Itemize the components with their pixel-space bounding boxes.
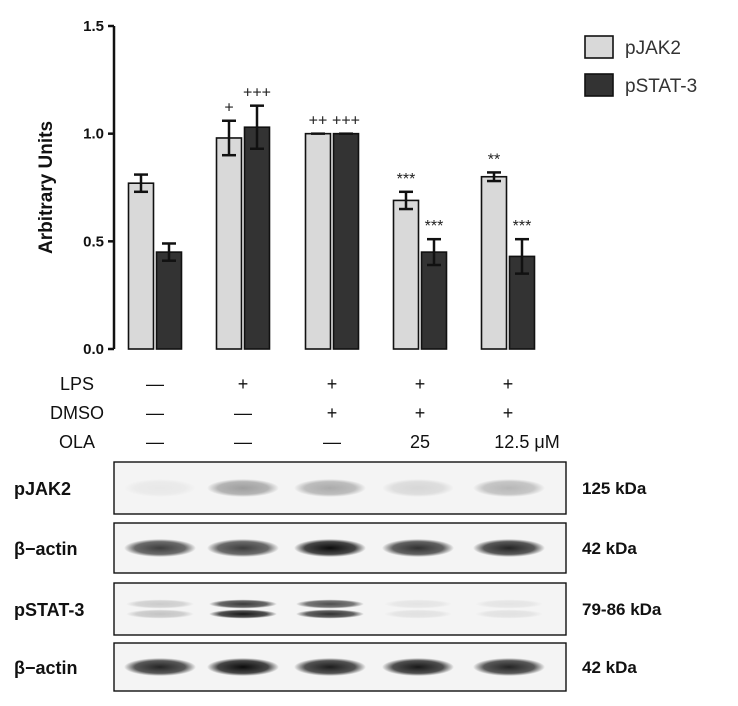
blot-band-upper <box>384 599 452 609</box>
condition-value: — <box>234 403 252 423</box>
blot-band-upper <box>475 599 543 609</box>
blot-kda-label: 79-86 kDa <box>582 600 662 619</box>
blot-kda-label: 42 kDa <box>582 539 637 558</box>
legend-label: pJAK2 <box>625 38 681 59</box>
condition-value: + <box>503 374 514 394</box>
western-blot-panel: pJAK2 125 kDa β−actin 42 kDa pSTAT-3 79-86 kD… <box>14 461 662 692</box>
significance-annotation: ** <box>488 151 500 168</box>
condition-value: — <box>146 432 164 452</box>
bar-pjak2-1 <box>127 182 155 350</box>
blot-row: pSTAT-3 79-86 kDa <box>14 582 662 636</box>
blot-band <box>473 539 545 557</box>
blot-protein-label: pSTAT-3 <box>14 600 84 620</box>
blot-band <box>382 479 454 497</box>
bar-pstat-3-2 <box>243 126 271 350</box>
bar-pjak2-3 <box>304 132 332 350</box>
condition-value: + <box>415 374 426 394</box>
condition-value: + <box>327 403 338 423</box>
condition-value: + <box>327 374 338 394</box>
blot-band <box>473 658 545 676</box>
blot-band <box>294 479 366 497</box>
significance-annotation: +++ <box>332 113 360 130</box>
legend-swatch <box>584 35 614 59</box>
condition-value: — <box>146 374 164 394</box>
blot-protein-label: β−actin <box>14 539 78 559</box>
y-axis-label: Arbitrary Units <box>36 121 57 254</box>
blot-band-lower <box>384 609 452 619</box>
blot-band-lower <box>296 609 364 619</box>
blot-band <box>294 658 366 676</box>
blot-band <box>207 539 279 557</box>
y-tick-label: 1.0 <box>83 126 104 143</box>
bar-pjak2-4 <box>392 199 420 350</box>
blot-band <box>207 658 279 676</box>
condition-value: — <box>234 432 252 452</box>
legend-label: pSTAT-3 <box>625 76 697 97</box>
blot-protein-label: β−actin <box>14 658 78 678</box>
blot-band-upper <box>296 599 364 609</box>
treatment-conditions-table: LPS — + + + + DMSO — — + + + OLA — — — 25 12.5 μM <box>50 374 560 452</box>
legend-swatch <box>584 73 614 97</box>
y-tick-label: 1.5 <box>83 18 104 35</box>
condition-value: + <box>415 403 426 423</box>
significance-annotation: *** <box>513 218 532 235</box>
significance-annotation: *** <box>425 218 444 235</box>
condition-value: 25 <box>410 432 430 452</box>
blot-band-lower <box>475 609 543 619</box>
blot-band-upper <box>209 599 277 609</box>
significance-annotation: +++ <box>243 85 271 102</box>
blot-band <box>124 539 196 557</box>
blot-band <box>124 658 196 676</box>
bar-pstat-3-4 <box>420 251 448 350</box>
blot-row: β−actin 42 kDa <box>14 642 637 692</box>
blot-frame <box>113 582 567 636</box>
blot-row: pJAK2 125 kDa <box>14 461 647 515</box>
bar-pstat-3-1 <box>155 251 183 350</box>
condition-value: — <box>146 403 164 423</box>
blot-band <box>124 479 196 497</box>
blot-band-upper <box>126 599 194 609</box>
blot-band <box>382 658 454 676</box>
blot-band <box>207 479 279 497</box>
blot-row: β−actin 42 kDa <box>14 522 637 574</box>
significance-annotation: + <box>224 100 233 117</box>
condition-value: 12.5 μM <box>494 432 559 452</box>
blot-band <box>294 539 366 557</box>
condition-value: + <box>503 403 514 423</box>
y-tick-label: 0.5 <box>83 233 104 250</box>
blot-protein-label: pJAK2 <box>14 479 71 499</box>
bar-pstat-3-3 <box>332 132 360 350</box>
bar-pjak2-5 <box>480 175 508 350</box>
significance-annotation: ++ <box>309 113 328 130</box>
bar-pjak2-2 <box>215 137 243 350</box>
condition-label: LPS <box>60 374 94 394</box>
condition-label: OLA <box>59 432 95 452</box>
blot-band-lower <box>209 609 277 619</box>
blot-kda-label: 125 kDa <box>582 479 647 498</box>
significance-annotation: *** <box>397 171 416 188</box>
blot-kda-label: 42 kDa <box>582 658 637 677</box>
condition-value: + <box>238 374 249 394</box>
blot-band <box>382 539 454 557</box>
condition-value: — <box>323 432 341 452</box>
condition-label: DMSO <box>50 403 104 423</box>
blot-band-lower <box>126 609 194 619</box>
blot-band <box>473 479 545 497</box>
y-tick-label: 0.0 <box>83 341 104 358</box>
legend: pJAK2 pSTAT-3 <box>584 35 697 97</box>
